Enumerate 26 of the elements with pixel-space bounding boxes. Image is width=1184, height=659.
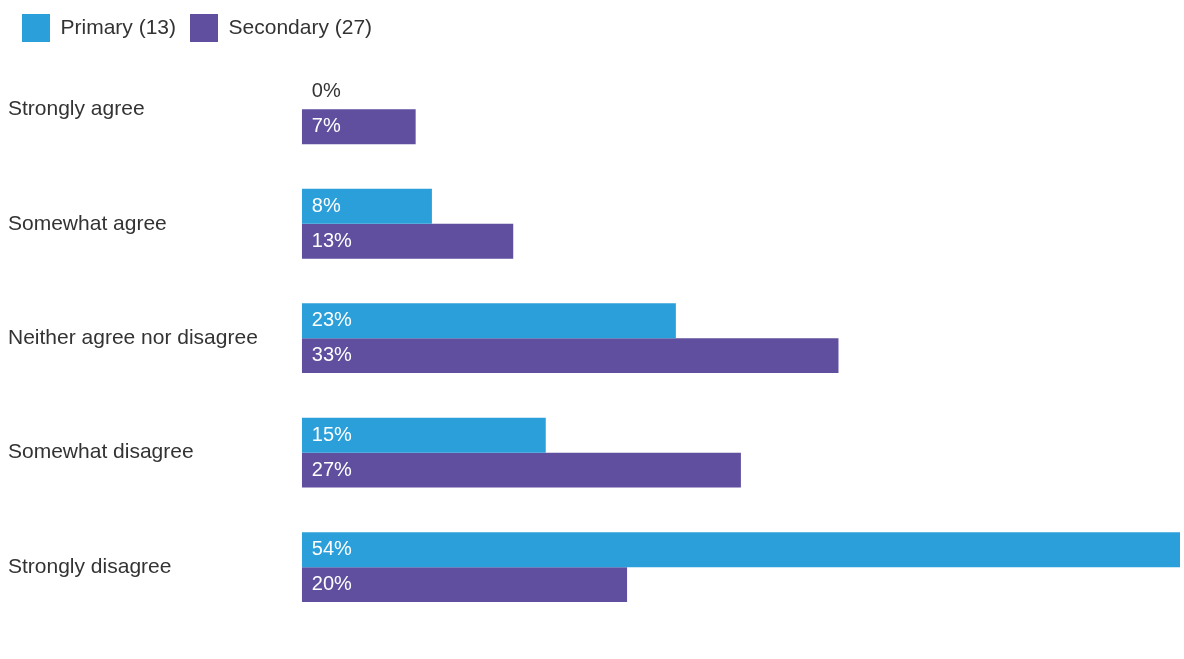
data-label: 20% (311, 572, 353, 595)
data-label: 0% (311, 79, 341, 102)
legend-label: Secondary (27) (228, 14, 373, 38)
y-tick-label: Neither agree nor disagree (8, 325, 258, 348)
bar (301, 452, 741, 488)
data-label: 27% (311, 457, 353, 480)
legend-label: Primary (13) (60, 14, 177, 38)
bar (301, 109, 416, 145)
bar (301, 303, 676, 339)
y-tick-label: Somewhat agree (8, 210, 167, 234)
bar (301, 338, 839, 374)
data-label: 7% (311, 114, 341, 137)
data-label: 15% (311, 422, 353, 445)
bar (301, 567, 628, 603)
data-label: 8% (311, 193, 341, 216)
bar (301, 417, 546, 453)
data-label: 54% (311, 537, 353, 560)
y-tick-label: Somewhat disagree (8, 439, 194, 463)
y-tick-label: Strongly agree (8, 96, 145, 120)
data-label: 23% (311, 308, 353, 331)
data-label: 13% (311, 228, 353, 251)
y-tick-label: Strongly disagree (8, 553, 172, 577)
bar (301, 223, 514, 259)
data-label: 33% (311, 343, 353, 366)
bar (301, 188, 432, 224)
bar (301, 532, 1180, 568)
